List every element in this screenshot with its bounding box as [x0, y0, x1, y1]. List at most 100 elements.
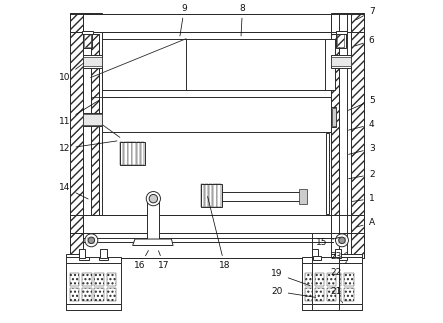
Bar	[66, 304, 121, 310]
Text: 11: 11	[59, 100, 100, 126]
Bar	[66, 257, 121, 263]
Text: 10: 10	[59, 63, 84, 82]
Bar	[91, 34, 99, 215]
Bar	[351, 13, 364, 258]
Bar	[338, 257, 347, 260]
Bar	[312, 304, 339, 310]
Bar	[101, 249, 107, 258]
Bar	[66, 257, 121, 263]
Bar	[326, 133, 329, 214]
Bar	[201, 184, 222, 207]
Text: 6: 6	[355, 36, 375, 46]
Bar	[141, 142, 144, 165]
Bar	[302, 257, 362, 263]
Bar	[70, 14, 364, 32]
Bar	[82, 288, 92, 301]
Bar	[312, 233, 331, 258]
Text: 17: 17	[158, 251, 170, 270]
Bar	[82, 215, 331, 233]
Bar	[70, 288, 79, 301]
Bar	[82, 32, 92, 48]
Bar	[106, 273, 116, 286]
Bar	[79, 257, 89, 260]
Bar	[344, 273, 354, 286]
Bar	[205, 184, 208, 207]
Text: 2: 2	[349, 170, 374, 179]
Bar	[331, 273, 341, 286]
Bar	[218, 184, 221, 207]
Text: 12: 12	[59, 141, 117, 153]
Bar	[128, 142, 132, 165]
Bar	[66, 304, 121, 310]
Bar	[306, 288, 315, 301]
Bar	[339, 13, 347, 258]
Bar	[315, 257, 325, 260]
Bar	[312, 304, 339, 310]
Bar	[327, 288, 336, 301]
Bar	[94, 288, 104, 301]
Text: 14: 14	[59, 183, 88, 199]
Bar	[82, 14, 331, 32]
Bar	[124, 142, 128, 165]
Bar	[331, 57, 351, 66]
Bar	[120, 142, 123, 165]
Bar	[315, 273, 323, 286]
Bar	[330, 107, 336, 127]
Bar	[331, 34, 339, 215]
Bar	[82, 114, 102, 125]
Circle shape	[85, 234, 98, 247]
Bar	[337, 33, 344, 47]
Bar	[351, 13, 364, 258]
Bar	[299, 189, 307, 204]
Bar	[70, 14, 364, 32]
Bar	[120, 142, 145, 165]
Text: 16: 16	[134, 251, 148, 270]
Bar	[319, 273, 328, 286]
Bar	[209, 184, 213, 207]
Bar	[335, 31, 346, 34]
Bar	[312, 257, 339, 263]
Bar	[82, 233, 331, 258]
Bar	[312, 249, 318, 258]
Bar	[331, 55, 351, 68]
Bar	[91, 34, 99, 215]
Bar	[327, 273, 336, 286]
Bar	[331, 288, 341, 301]
Bar	[302, 257, 362, 263]
Bar	[82, 13, 91, 258]
Bar	[82, 13, 102, 258]
Text: 5: 5	[348, 96, 375, 110]
Bar	[201, 184, 204, 207]
Text: 22: 22	[330, 262, 347, 277]
Bar	[302, 304, 362, 310]
Bar	[99, 257, 109, 260]
Bar	[82, 13, 91, 258]
Bar	[82, 57, 102, 66]
Text: 7: 7	[356, 7, 375, 20]
Bar	[344, 288, 354, 301]
Bar	[70, 233, 364, 258]
Bar	[313, 256, 321, 260]
Bar	[79, 249, 85, 258]
Text: 21: 21	[330, 287, 342, 303]
Bar	[136, 142, 140, 165]
Bar	[102, 97, 331, 132]
Bar	[302, 254, 362, 310]
Circle shape	[149, 194, 158, 203]
Text: 15: 15	[316, 237, 340, 247]
Text: 9: 9	[180, 4, 187, 36]
Bar	[70, 273, 79, 286]
Text: 20: 20	[272, 287, 316, 297]
Bar	[82, 55, 102, 68]
Circle shape	[146, 192, 160, 206]
Bar	[66, 254, 121, 310]
Bar	[82, 233, 331, 258]
Bar	[312, 257, 339, 263]
Bar	[306, 273, 315, 286]
Bar	[70, 233, 364, 258]
Bar	[332, 108, 335, 126]
Bar	[319, 288, 328, 301]
Text: 23: 23	[330, 252, 347, 261]
Bar	[70, 215, 364, 233]
Bar	[106, 288, 116, 301]
